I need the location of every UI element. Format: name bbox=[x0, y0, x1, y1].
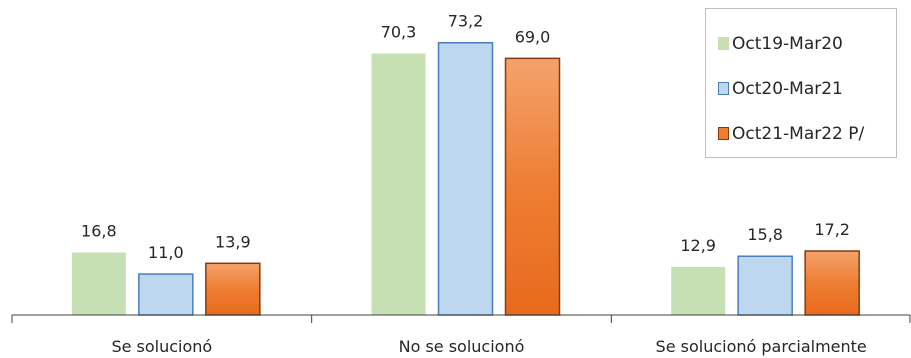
category-label-2: Se solucionó parcialmente bbox=[656, 337, 867, 356]
legend-label-series-2: Oct21-Mar22 P/ bbox=[732, 123, 865, 144]
legend-label-series-0: Oct19-Mar20 bbox=[732, 33, 843, 54]
data-label-1-series-2: 69,0 bbox=[515, 27, 551, 46]
data-labels-layer: 16,8 11,0 13,9 70,3 73,2 69,0 12,9 15,8 17,2 bbox=[81, 12, 850, 262]
bar-0-series-2 bbox=[205, 262, 261, 316]
legend: Oct19-Mar20 Oct20-Mar21 Oct21-Mar22 P/ bbox=[705, 8, 897, 158]
bar-0-series-0 bbox=[71, 252, 126, 315]
x-axis: Se solucionó No se solucionó Se solucionó … bbox=[11, 314, 911, 356]
legend-item-series-0: Oct19-Mar20 bbox=[718, 21, 896, 66]
bar-1-series-0 bbox=[371, 53, 426, 316]
data-label-2-series-0: 12,9 bbox=[680, 236, 716, 255]
legend-swatch-series-1 bbox=[718, 82, 729, 95]
legend-item-series-2: Oct21-Mar22 P/ bbox=[718, 111, 896, 156]
data-label-0-series-0: 16,8 bbox=[81, 222, 117, 241]
data-label-2-series-2: 17,2 bbox=[814, 220, 850, 239]
data-label-2-series-1: 15,8 bbox=[747, 225, 783, 244]
legend-item-series-1: Oct20-Mar21 bbox=[718, 66, 896, 111]
legend-swatch-series-0 bbox=[718, 37, 729, 50]
bars-layer bbox=[71, 41, 860, 316]
bar-2-series-2 bbox=[804, 250, 860, 316]
legend-label-series-1: Oct20-Mar21 bbox=[732, 78, 843, 99]
category-label-1: No se solucionó bbox=[399, 337, 525, 356]
bar-1-series-1 bbox=[437, 41, 494, 316]
data-label-1-series-1: 73,2 bbox=[448, 12, 484, 31]
legend-swatch-series-2 bbox=[718, 127, 729, 140]
data-label-1-series-0: 70,3 bbox=[381, 23, 417, 42]
bar-2-series-1 bbox=[737, 255, 793, 316]
bar-0-series-1 bbox=[138, 273, 194, 316]
bar-2-series-0 bbox=[671, 267, 726, 315]
data-label-0-series-1: 11,0 bbox=[148, 243, 184, 262]
bar-1-series-2 bbox=[504, 57, 561, 316]
data-label-0-series-2: 13,9 bbox=[215, 232, 251, 251]
category-label-0: Se solucionó bbox=[111, 337, 212, 356]
